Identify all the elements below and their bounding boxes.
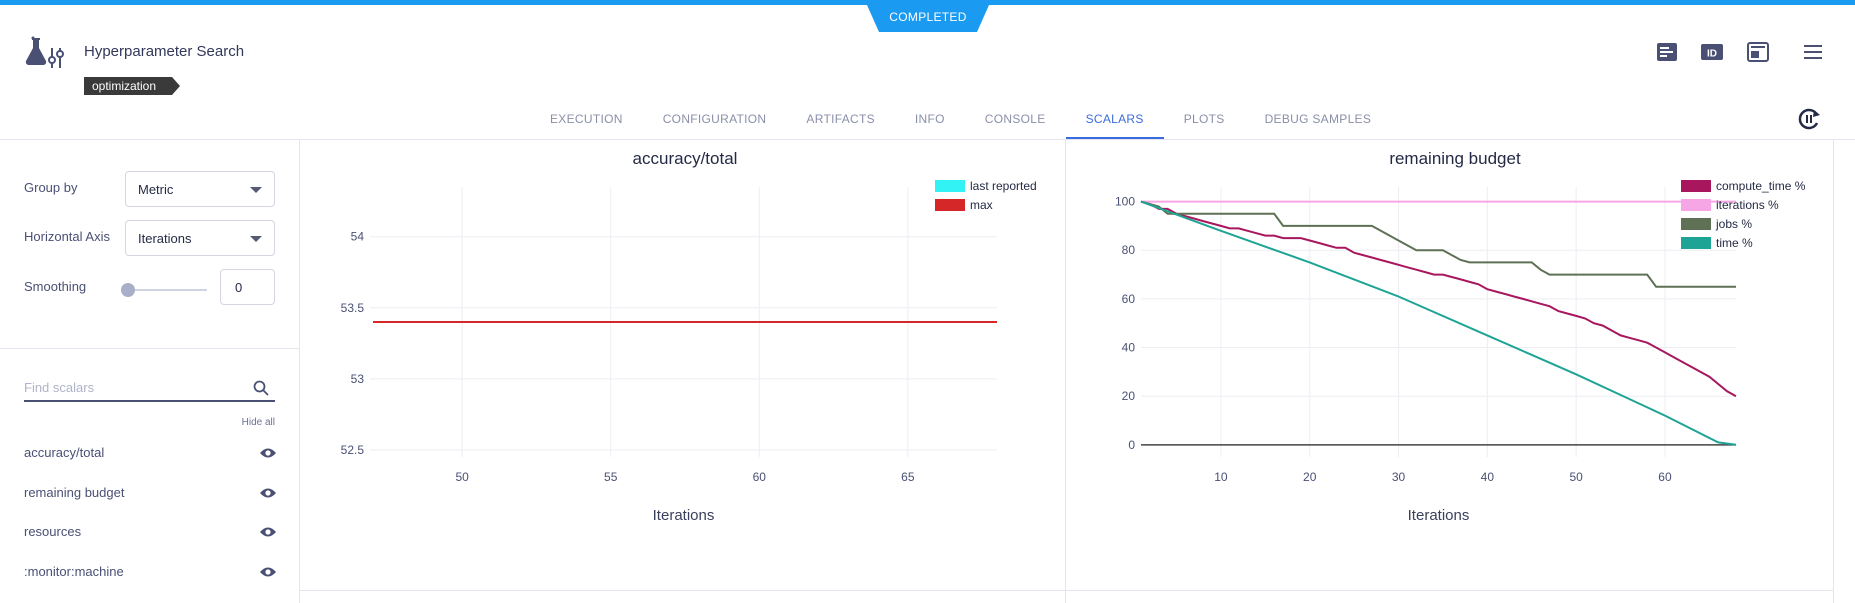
chart-accuracy-total: accuracy/total 50 55 60 65 52.5 53 53.5 54 last r… [300, 140, 1065, 595]
status-bar [0, 0, 1855, 5]
legend-label-iterations: iterations % [1716, 198, 1779, 212]
chart-panel-edge [1833, 140, 1834, 603]
group-by-label: Group by [24, 180, 78, 195]
x-tick-label: 10 [1214, 470, 1228, 484]
accuracy-total-plot: accuracy/total 50 55 60 65 52.5 53 53.5 54 last r… [341, 149, 1037, 524]
x-axis-label: Iterations [653, 507, 715, 524]
y-tick-label: 0 [1128, 438, 1135, 452]
tab-bar: EXECUTION CONFIGURATION ARTIFACTS INFO C… [530, 102, 1391, 140]
x-tick-label: 65 [901, 470, 915, 484]
group-by-value: Metric [138, 182, 174, 197]
horizontal-axis-label: Horizontal Axis [24, 229, 110, 244]
metric-label: remaining budget [24, 485, 125, 500]
scalars-sidebar: Group by Metric Horizontal Axis Iteratio… [0, 140, 300, 603]
metric-item-remaining-budget[interactable]: remaining budget [24, 485, 277, 507]
chart-row-divider [300, 590, 1834, 591]
header-divider [0, 139, 1855, 140]
tab-plots[interactable]: PLOTS [1183, 112, 1225, 126]
horizontal-axis-value: Iterations [138, 231, 192, 246]
tag-label: optimization [92, 79, 157, 93]
legend-label-last-reported: last reported [970, 179, 1037, 193]
smoothing-slider-handle[interactable] [121, 283, 135, 297]
status-label: COMPLETED [889, 10, 967, 24]
legend-swatch-time [1681, 237, 1711, 249]
x-tick-label: 50 [1569, 470, 1583, 484]
legend-label-compute-time: compute_time % [1716, 179, 1806, 193]
eye-icon[interactable] [259, 526, 277, 538]
metric-label: :monitor:machine [24, 564, 124, 579]
search-placeholder: Find scalars [24, 380, 95, 395]
chart-divider [1065, 140, 1066, 603]
remaining-budget-plot: remaining budget 10 20 30 40 50 60 0 20 40 60 80 100… [1115, 149, 1806, 524]
auto-refresh-icon[interactable] [1796, 106, 1822, 132]
panel-layout-icon[interactable] [1746, 40, 1772, 64]
legend-swatch-max [935, 199, 965, 211]
series-line-jobs [1140, 200, 1736, 288]
x-tick-label: 20 [1303, 470, 1317, 484]
y-tick-label: 20 [1122, 389, 1136, 403]
chart-title: remaining budget [1389, 149, 1521, 168]
x-tick-label: 55 [604, 470, 618, 484]
chart-title: accuracy/total [633, 149, 738, 168]
group-by-select[interactable]: Metric [125, 171, 275, 207]
tab-info[interactable]: INFO [914, 112, 945, 126]
legend-label-jobs: jobs % [1715, 217, 1752, 231]
series-line-time [1140, 200, 1737, 446]
legend-swatch-last-reported [935, 180, 965, 192]
legend-swatch-iterations [1681, 199, 1711, 211]
details-icon[interactable] [1655, 40, 1681, 64]
tab-artifacts[interactable]: ARTIFACTS [806, 112, 875, 126]
legend-label-max: max [970, 198, 993, 212]
metric-item-accuracy-total[interactable]: accuracy/total [24, 445, 277, 467]
y-tick-label: 60 [1122, 292, 1136, 306]
experiment-icon [24, 34, 64, 74]
tab-configuration[interactable]: CONFIGURATION [662, 112, 767, 126]
legend-label-time: time % [1716, 236, 1753, 250]
smoothing-label: Smoothing [24, 279, 87, 294]
x-tick-label: 50 [455, 470, 469, 484]
smoothing-input[interactable]: 0 [220, 269, 275, 305]
tab-console[interactable]: CONSOLE [984, 112, 1046, 126]
status-badge: COMPLETED [867, 5, 989, 32]
y-tick-label: 53.5 [341, 301, 365, 315]
tab-execution[interactable]: EXECUTION [550, 112, 623, 126]
task-title: Hyperparameter Search [84, 43, 245, 60]
smoothing-slider-track[interactable] [127, 289, 207, 291]
tab-scalars[interactable]: SCALARS [1065, 102, 1164, 140]
x-axis-label: Iterations [1408, 507, 1470, 524]
metric-label: resources [24, 524, 82, 539]
eye-icon[interactable] [259, 487, 277, 499]
horizontal-axis-select[interactable]: Iterations [125, 220, 275, 256]
chevron-down-icon [250, 187, 262, 193]
metric-item-monitor-machine[interactable]: :monitor:machine [24, 564, 277, 586]
y-tick-label: 54 [351, 230, 365, 244]
hide-all-button[interactable]: Hide all [241, 417, 275, 428]
scalar-search-input[interactable]: Find scalars [24, 376, 275, 402]
sidebar-divider [0, 348, 300, 349]
search-icon [253, 380, 269, 396]
legend-swatch-compute-time [1681, 180, 1711, 192]
chart-remaining-budget: remaining budget 10 20 30 40 50 60 0 20 40 60 80 100… [1066, 140, 1833, 595]
y-tick-label: 53 [351, 372, 365, 386]
menu-icon[interactable] [1801, 40, 1827, 64]
tab-debug-samples[interactable]: DEBUG SAMPLES [1264, 112, 1372, 126]
eye-icon[interactable] [259, 566, 277, 578]
y-tick-label: 80 [1122, 243, 1136, 257]
metric-item-resources[interactable]: resources [24, 524, 277, 546]
legend-swatch-jobs [1681, 218, 1711, 230]
x-tick-label: 60 [753, 470, 767, 484]
y-tick-label: 100 [1115, 195, 1135, 209]
y-tick-label: 40 [1122, 341, 1136, 355]
chevron-down-icon [250, 236, 262, 242]
eye-icon[interactable] [259, 447, 277, 459]
series-line-compute-time [1140, 200, 1737, 398]
id-icon[interactable]: ID [1700, 40, 1726, 64]
x-tick-label: 40 [1481, 470, 1495, 484]
metric-label: accuracy/total [24, 445, 105, 460]
svg-text:ID: ID [1707, 49, 1717, 60]
y-tick-label: 52.5 [341, 443, 365, 457]
x-tick-label: 30 [1392, 470, 1406, 484]
x-tick-label: 60 [1658, 470, 1672, 484]
